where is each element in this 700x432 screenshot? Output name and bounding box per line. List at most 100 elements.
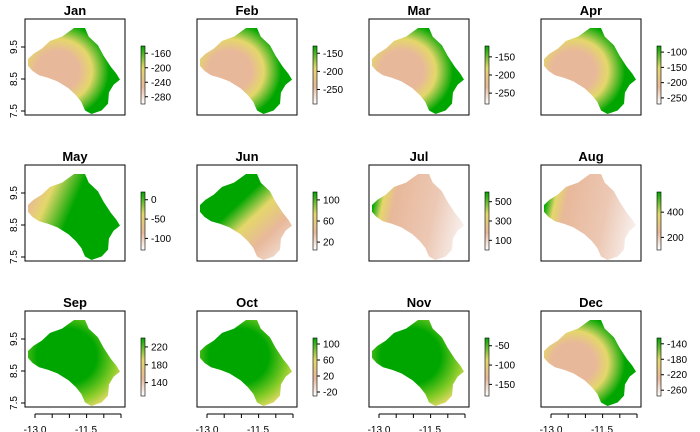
legend-tick-label: -180 bbox=[667, 355, 687, 366]
legend-tick-label: -140 bbox=[667, 339, 687, 350]
legend-tick-label: -250 bbox=[667, 93, 687, 104]
legend-tick-label: -160 bbox=[151, 49, 171, 60]
legend-tick-label: -150 bbox=[495, 380, 515, 391]
plot-frame bbox=[24, 164, 126, 262]
map-panel-mar: Mar -150 -200 -250 bbox=[368, 3, 515, 116]
legend-tick-label: 20 bbox=[323, 372, 335, 383]
legend-tick-label: 400 bbox=[667, 208, 684, 219]
legend-tick-label: -280 bbox=[151, 92, 171, 103]
map-panel-feb: Feb -150 -200 -250 bbox=[196, 3, 343, 116]
color-legend-bar bbox=[312, 337, 318, 397]
raster-map bbox=[544, 28, 636, 114]
raster-map bbox=[544, 320, 636, 406]
legend-tick-label: 60 bbox=[323, 356, 335, 367]
raster-map bbox=[372, 174, 464, 260]
color-legend-bar bbox=[140, 191, 146, 251]
legend-tick-label: 20 bbox=[323, 238, 335, 249]
plot-frame bbox=[368, 18, 470, 116]
panel-title: Jan bbox=[64, 3, 86, 18]
y-tick-label: 9.5 bbox=[9, 186, 20, 200]
legend-tick-label: 100 bbox=[323, 195, 340, 206]
color-legend-bar bbox=[656, 191, 662, 251]
map-panel-may: May 0 -50 -100 7.5 8.5 9.5 bbox=[9, 149, 171, 264]
legend-tick-label: 300 bbox=[495, 217, 512, 228]
map-panel-jul: Jul 500 300 100 bbox=[368, 149, 512, 262]
map-panel-aug: Aug 400 200 bbox=[540, 149, 684, 262]
panel-title: May bbox=[62, 149, 88, 164]
color-legend-bar bbox=[656, 337, 662, 397]
map-panel-apr: Apr -100 -150 -200 -250 bbox=[540, 3, 687, 116]
color-legend-bar bbox=[484, 337, 490, 397]
x-tick-label: -11.5 bbox=[591, 425, 613, 432]
legend-tick-label: -200 bbox=[495, 71, 515, 82]
map-panel-dec: Dec -140 -180 -220 -260 bbox=[540, 295, 687, 408]
x-tick-label: -13.0 bbox=[196, 425, 219, 432]
y-tick-label: 8.5 bbox=[9, 72, 20, 86]
map-panel-jun: Jun 100 60 20 bbox=[196, 149, 340, 262]
panel-title: Dec bbox=[579, 295, 603, 310]
legend-tick-label: -250 bbox=[495, 89, 515, 100]
legend-tick-label: -200 bbox=[151, 63, 171, 74]
raster-map bbox=[200, 174, 292, 260]
color-legend-bar bbox=[312, 191, 318, 251]
x-tick-label: -11.5 bbox=[247, 425, 269, 432]
panel-title: Nov bbox=[407, 295, 432, 310]
plot-frame bbox=[196, 18, 298, 116]
color-legend-bar bbox=[656, 45, 662, 105]
raster-map bbox=[200, 320, 292, 406]
y-tick-label: 7.5 bbox=[9, 396, 20, 410]
plot-frame bbox=[540, 18, 642, 116]
legend-tick-label: -100 bbox=[667, 48, 687, 59]
legend-tick-label: -100 bbox=[151, 234, 171, 245]
legend-tick-label: 500 bbox=[495, 197, 512, 208]
legend-tick-label: 140 bbox=[151, 378, 168, 389]
panel-title: Feb bbox=[235, 3, 258, 18]
x-tick-label: -13.0 bbox=[540, 425, 563, 432]
y-tick-label: 8.5 bbox=[9, 218, 20, 232]
plot-frame bbox=[368, 310, 470, 408]
panel-title: Jul bbox=[410, 149, 429, 164]
color-legend-bar bbox=[484, 45, 490, 105]
legend-tick-label: 200 bbox=[667, 233, 684, 244]
y-tick-label: 7.5 bbox=[9, 250, 20, 264]
raster-map bbox=[28, 174, 120, 260]
legend-tick-label: -240 bbox=[151, 78, 171, 89]
map-panel-nov: Nov -50 -100 -150 bbox=[368, 295, 515, 408]
y-tick-label: 7.5 bbox=[9, 104, 20, 118]
y-tick-label: 9.5 bbox=[9, 332, 20, 346]
panel-title: Mar bbox=[407, 3, 430, 18]
map-panel-sep: Sep 220 180 140 7.5 8.5 9.5 bbox=[9, 295, 168, 410]
x-tick-label: -11.5 bbox=[419, 425, 441, 432]
plot-frame bbox=[540, 310, 642, 408]
legend-tick-label: -260 bbox=[667, 386, 687, 397]
panel-title: Jun bbox=[235, 149, 258, 164]
color-legend-bar bbox=[140, 45, 146, 105]
legend-tick-label: -200 bbox=[323, 67, 343, 78]
raster-map bbox=[544, 174, 636, 260]
color-legend-bar bbox=[484, 191, 490, 251]
plot-frame bbox=[24, 310, 126, 408]
panel-title: Apr bbox=[580, 3, 602, 18]
raster-map bbox=[372, 320, 464, 406]
panel-title: Sep bbox=[63, 295, 87, 310]
plot-frame bbox=[368, 164, 470, 262]
legend-tick-label: -50 bbox=[151, 215, 166, 226]
y-tick-label: 9.5 bbox=[9, 40, 20, 54]
legend-tick-label: 220 bbox=[151, 342, 168, 353]
legend-tick-label: -50 bbox=[495, 341, 510, 352]
legend-tick-label: -150 bbox=[323, 49, 343, 60]
y-tick-label: 8.5 bbox=[9, 364, 20, 378]
legend-tick-label: -200 bbox=[667, 78, 687, 89]
legend-tick-label: 60 bbox=[323, 217, 335, 228]
legend-tick-label: -20 bbox=[323, 388, 338, 399]
color-legend-bar bbox=[312, 45, 318, 105]
legend-tick-label: -250 bbox=[323, 85, 343, 96]
map-panel-jan: Jan -160 -200 -240 -280 7.5 8.5 9.5 bbox=[9, 3, 171, 118]
plot-frame bbox=[540, 164, 642, 262]
plot-frame bbox=[24, 18, 126, 116]
legend-tick-label: 100 bbox=[495, 236, 512, 247]
raster-map bbox=[28, 28, 120, 114]
legend-tick-label: -150 bbox=[667, 63, 687, 74]
legend-tick-label: -150 bbox=[495, 52, 515, 63]
